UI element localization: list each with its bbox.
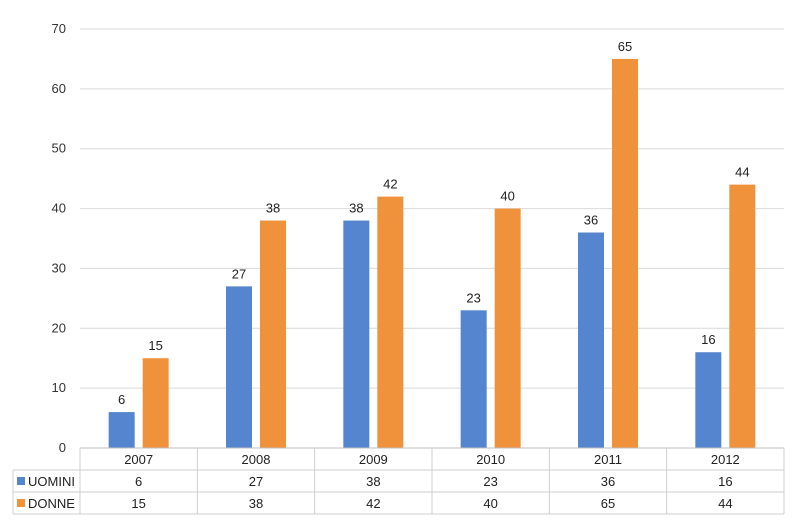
table-cell: 44	[718, 496, 732, 511]
data-label: 38	[266, 201, 280, 216]
bar-uomini-2010	[460, 310, 487, 448]
table-cell: 23	[483, 474, 497, 489]
y-tick-label: 60	[52, 81, 66, 96]
legend-key-uomini	[17, 477, 25, 485]
bar-uomini-2007	[108, 412, 135, 448]
y-tick-label: 30	[52, 260, 66, 275]
data-label: 6	[118, 392, 125, 407]
x-tick-label: 2010	[476, 452, 505, 467]
x-tick-label: 2012	[711, 452, 740, 467]
legend-key-donne	[17, 499, 25, 507]
legend-entry-uomini: UOMINI	[28, 474, 75, 489]
data-label: 27	[232, 266, 246, 281]
bar-uomini-2008	[226, 286, 252, 448]
bar-donne-2009	[377, 196, 404, 448]
table-cell: 27	[249, 474, 263, 489]
data-label: 40	[500, 189, 514, 204]
bar-uomini-2012	[695, 352, 722, 448]
data-label: 44	[735, 165, 749, 180]
data-label: 38	[349, 201, 363, 216]
data-labels: 6 27 38 23 36 16 15 38 42 40 65 44	[118, 39, 750, 407]
bar-donne-2012	[729, 184, 756, 448]
y-axis: 0 10 20 30 40 50 60 70	[52, 21, 66, 455]
bar-donne-2008	[260, 220, 286, 448]
bar-donne-2011	[612, 58, 638, 449]
data-label: 15	[148, 338, 162, 353]
y-tick-label: 10	[52, 380, 66, 395]
legend-entry-donne: DONNE	[28, 496, 75, 511]
bar-donne-2010	[494, 208, 521, 448]
table-cell: 36	[601, 474, 615, 489]
y-tick-label: 0	[59, 440, 66, 455]
x-tick-label: 2011	[594, 452, 622, 467]
bar-uomini-2009	[343, 220, 370, 448]
x-tick-label: 2007	[124, 452, 153, 467]
table-cell: 42	[366, 496, 380, 511]
table-cell: 16	[718, 474, 732, 489]
y-tick-label: 70	[52, 21, 66, 36]
y-tick-label: 40	[52, 201, 66, 216]
data-table: 2007 2008 2009 2010 2011 2012 UOMINI 6 27 38 23 36 1…	[12, 447, 785, 515]
data-label: 16	[701, 332, 715, 347]
data-label: 36	[584, 213, 598, 228]
y-tick-label: 20	[52, 320, 66, 335]
data-label: 42	[383, 177, 397, 192]
bar-donne-2007	[142, 358, 169, 448]
table-cell: 40	[483, 496, 497, 511]
table-cell: 38	[249, 496, 263, 511]
table-cell: 6	[135, 474, 142, 489]
data-label: 23	[466, 290, 480, 305]
gridlines	[80, 28, 784, 389]
y-tick-label: 50	[52, 141, 66, 156]
x-tick-label: 2009	[359, 452, 388, 467]
bars	[108, 58, 756, 449]
x-tick-label: 2008	[242, 452, 271, 467]
table-cell: 65	[601, 496, 615, 511]
table-cell: 15	[131, 496, 145, 511]
table-cell: 38	[366, 474, 380, 489]
bar-uomini-2011	[578, 232, 604, 448]
data-label: 65	[618, 39, 632, 54]
